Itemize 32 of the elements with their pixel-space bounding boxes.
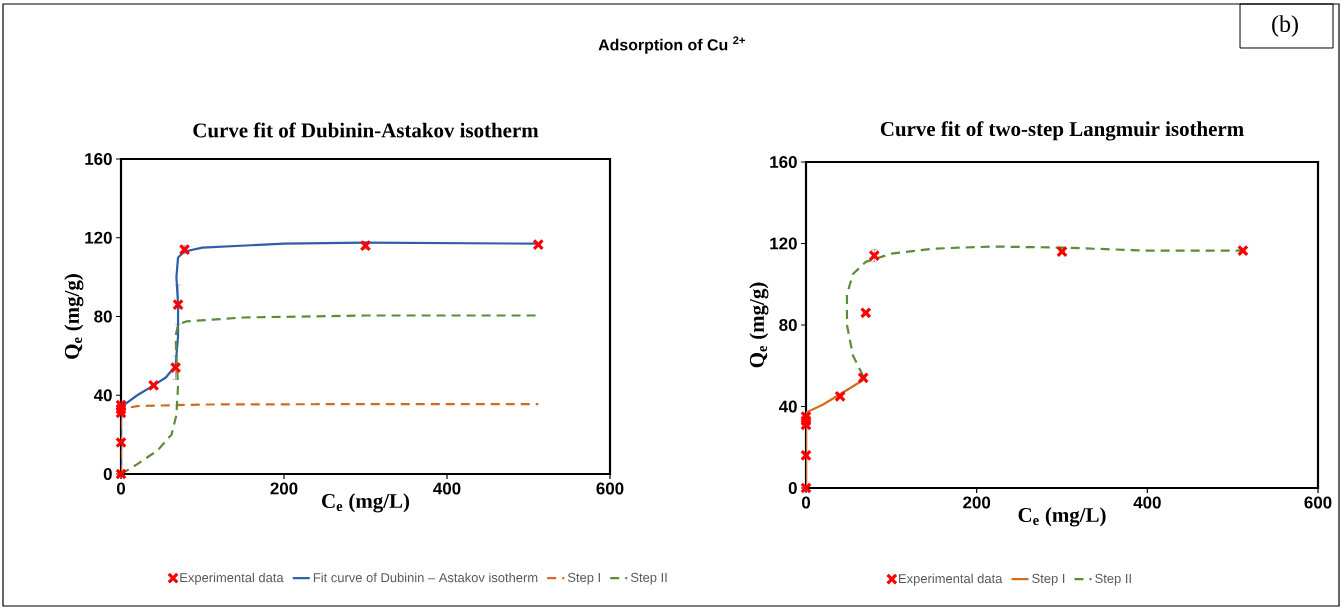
x-tick-label: 0 (801, 496, 811, 509)
y-tick-label: 40 (778, 400, 797, 413)
y-tick-label: 80 (94, 310, 112, 323)
x-axis-title: C$_{e}$ (mg/L) (1018, 507, 1106, 527)
x-tick-label: 200 (963, 496, 991, 509)
x-tick-label: 0 (116, 482, 126, 495)
x-axis-title: C$_{e}$ (mg/L) (322, 493, 410, 513)
y-tick-label: 120 (85, 231, 112, 244)
legend-label: Step I (1032, 573, 1065, 586)
legend-label: Experimental data (180, 572, 284, 585)
text: (b) (1272, 15, 1298, 37)
x-tick-label: 200 (270, 482, 298, 495)
x-tick-label: 600 (596, 482, 624, 495)
chart-title: Curve fit of two-step Langmuir isotherm (880, 121, 1244, 141)
y-tick-label: 0 (103, 468, 112, 480)
x-tick-label: 400 (1133, 496, 1161, 509)
y-tick-label: 160 (85, 153, 112, 165)
legend-label: Experimental data (899, 573, 1003, 586)
x-tick-label: 400 (433, 482, 461, 495)
y-tick-label: 120 (770, 237, 797, 250)
x-tick-label: 600 (1304, 496, 1332, 509)
y-axis-title: Q$_{e}$ (mg/g) (64, 274, 84, 359)
text: Adsorption of Cu $^{2+}$ (598, 36, 745, 54)
y-axis-title: Q$_{e}$ (mg/g) (749, 282, 769, 368)
chart-title: Curve fit of Dubinin-Astakov isotherm (193, 122, 539, 138)
legend-label: Step II (1095, 573, 1131, 586)
y-tick-label: 160 (770, 156, 797, 168)
y-tick-label: 80 (779, 319, 797, 331)
legend-label: Step II (630, 572, 667, 585)
y-tick-label: 40 (93, 389, 112, 402)
legend-label: Fit curve of Dubinin – Astakov isotherm (313, 572, 538, 583)
legend-label: Step I (567, 572, 600, 585)
